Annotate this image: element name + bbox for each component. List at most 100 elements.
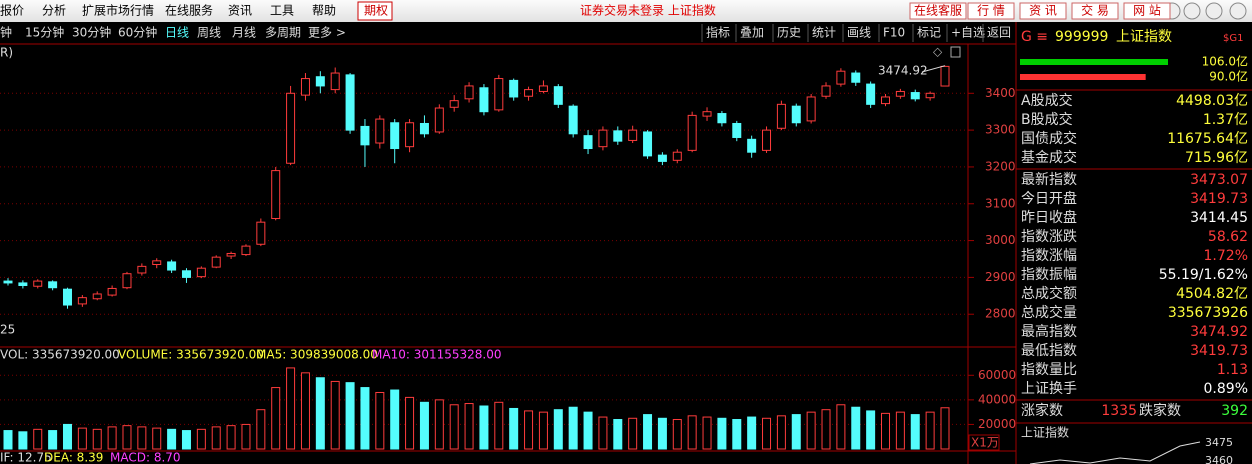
period-tab[interactable]: 日线	[165, 26, 189, 40]
period-tab[interactable]: 周线	[197, 26, 221, 40]
volume-label: MA5: 309839008.00	[256, 348, 378, 362]
candle-body	[271, 170, 281, 219]
volume-bar	[806, 411, 816, 450]
minimize-button[interactable]	[1183, 2, 1201, 20]
volume-bar	[821, 409, 831, 450]
mini-tick-label: 3475	[1205, 436, 1233, 449]
breadth-up: 1335	[1101, 403, 1137, 419]
period-tab[interactable]: 钟	[0, 25, 12, 40]
tool-button[interactable]: 返回	[987, 26, 1011, 40]
y-tick-label: 3000	[985, 233, 1016, 247]
button-frame[interactable]	[909, 2, 967, 20]
menu-item[interactable]: 在线服务	[165, 3, 213, 18]
volume-bar	[672, 419, 682, 450]
candle-body	[345, 74, 355, 131]
y-tick-label: 3200	[985, 159, 1016, 173]
volume-bar	[747, 416, 757, 450]
menu-item[interactable]: 工具	[270, 4, 294, 18]
volume-bar	[196, 428, 206, 450]
high-annotation: 3474.92	[878, 64, 928, 78]
period-tab[interactable]: 15分钟	[25, 25, 64, 40]
row-value: 11675.64亿	[1167, 131, 1248, 147]
volume-bar	[628, 417, 638, 450]
volume-bar	[3, 430, 13, 450]
y-tick-label: 3400	[985, 86, 1016, 100]
period-tab[interactable]: 月线	[232, 26, 256, 40]
menu-item[interactable]: 帮助	[312, 4, 336, 18]
top-button[interactable]: 资 讯	[1029, 4, 1057, 18]
candle-body	[3, 280, 13, 284]
candle-body	[553, 86, 563, 105]
tool-button[interactable]: 叠加	[740, 26, 764, 40]
volume-bar	[553, 409, 563, 450]
button-frame[interactable]	[1123, 2, 1171, 20]
period-tab[interactable]: 30分钟	[72, 25, 111, 40]
volume-bar	[122, 425, 132, 450]
menu-item[interactable]: 分析	[42, 4, 66, 18]
window-controls	[1163, 2, 1247, 20]
flow-bar	[1020, 74, 1146, 80]
close-button[interactable]	[1229, 2, 1247, 20]
candle-body	[732, 122, 742, 138]
tool-button[interactable]: 历史	[777, 26, 801, 40]
volume-bar	[330, 380, 340, 450]
volume-bar	[211, 426, 221, 450]
row-value: 0.89%	[1204, 381, 1248, 397]
candle-body	[256, 221, 266, 245]
row-label: 指数振幅	[1021, 267, 1077, 283]
tool-button[interactable]: 标记	[917, 26, 941, 40]
pane-label: 25	[0, 323, 15, 337]
tool-button[interactable]: F10	[883, 26, 905, 40]
row-label: 指数涨跌	[1021, 229, 1077, 245]
volume-bar	[360, 387, 370, 450]
breadth-label: 涨家数	[1021, 402, 1063, 419]
volume-bar	[776, 415, 786, 450]
row-value: 715.96亿	[1185, 150, 1248, 166]
candle-body	[791, 105, 801, 124]
button-frame[interactable]	[967, 2, 1015, 20]
top-button[interactable]: 网 站	[1133, 4, 1161, 18]
menu-item[interactable]: 扩展市场行情	[82, 3, 154, 18]
volume-bar	[33, 428, 43, 450]
row-label: 最高指数	[1021, 323, 1077, 340]
row-value: 3474.92	[1190, 324, 1248, 340]
period-tab[interactable]: 多周期	[265, 26, 301, 40]
row-label: 基金成交	[1021, 149, 1077, 166]
period-tab[interactable]: 60分钟	[118, 25, 157, 40]
candle-body	[196, 267, 206, 278]
tool-button[interactable]: 画线	[847, 26, 871, 40]
mini-line	[1029, 441, 1201, 464]
candle-body	[211, 256, 221, 268]
candle-body	[152, 260, 162, 266]
restore-button[interactable]	[1205, 2, 1223, 20]
candle-body	[241, 245, 251, 256]
candle-body	[836, 70, 846, 85]
volume-bar	[419, 401, 429, 450]
top-button[interactable]: 交 易	[1081, 3, 1109, 18]
top-button[interactable]: 在线客服	[914, 3, 962, 18]
candle-body	[881, 96, 891, 105]
row-value: 1.37亿	[1203, 112, 1248, 128]
icon[interactable]	[950, 46, 961, 58]
volume-bar	[464, 403, 474, 450]
menu-item[interactable]: 报价	[0, 3, 24, 18]
volume-bar	[107, 426, 117, 450]
icon[interactable]: ◇	[933, 45, 943, 59]
volume-bar	[18, 431, 28, 450]
flow-bar	[1020, 59, 1168, 65]
top-button[interactable]: 行 情	[977, 4, 1005, 18]
button-frame[interactable]	[1071, 2, 1119, 20]
volume-bar	[568, 406, 578, 450]
volume-bar	[167, 428, 177, 450]
menu-item[interactable]: 期权	[364, 4, 388, 18]
button-frame[interactable]	[1019, 2, 1067, 20]
volume-bar	[48, 430, 58, 450]
period-tab[interactable]: 更多 >	[308, 26, 346, 40]
volume-bar	[925, 411, 935, 450]
tool-button[interactable]: +自选	[951, 26, 985, 40]
volume-bar	[881, 412, 891, 450]
menu-item[interactable]: 资讯	[228, 4, 252, 18]
tool-button[interactable]: 统计	[812, 26, 836, 40]
mini-title: 上证指数	[1021, 425, 1069, 440]
tool-button[interactable]: 指标	[706, 25, 730, 40]
